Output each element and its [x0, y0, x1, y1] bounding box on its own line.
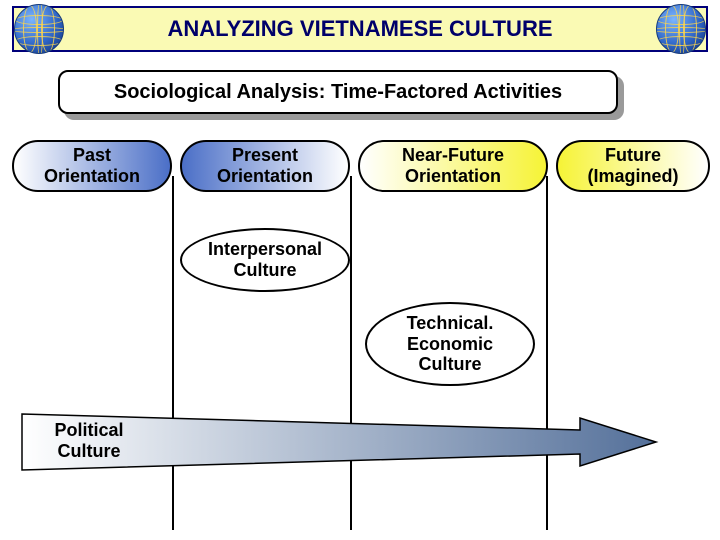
culture-oval-0: Interpersonal Culture — [180, 228, 350, 292]
subtitle: Sociological Analysis: Time-Factored Act… — [58, 70, 618, 114]
political-culture-label: Political Culture — [34, 420, 144, 461]
culture-oval-1: Technical. Economic Culture — [365, 302, 535, 386]
page-title: ANALYZING VIETNAMESE CULTURE — [167, 16, 552, 42]
column-divider — [350, 176, 352, 530]
globe-left-icon — [14, 4, 64, 54]
political-culture-arrow: Political Culture — [20, 410, 660, 474]
column-header-2: Near-Future Orientation — [358, 140, 548, 192]
column-divider — [546, 176, 548, 530]
title-bar: ANALYZING VIETNAMESE CULTURE — [12, 6, 708, 52]
column-header-3: Future (Imagined) — [556, 140, 710, 192]
column-header-1: Present Orientation — [180, 140, 350, 192]
globe-right-icon — [656, 4, 706, 54]
column-header-0: Past Orientation — [12, 140, 172, 192]
column-divider — [172, 176, 174, 530]
subtitle-container: Sociological Analysis: Time-Factored Act… — [58, 70, 618, 114]
